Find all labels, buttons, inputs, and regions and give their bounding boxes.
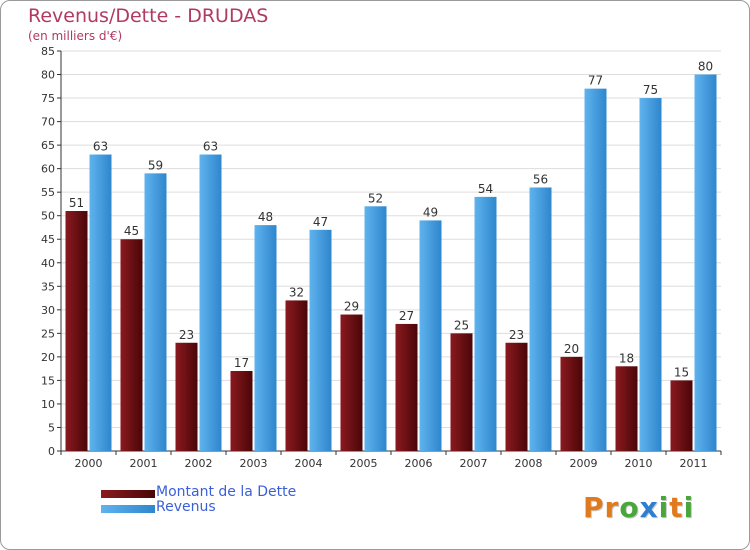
bars bbox=[65, 74, 717, 451]
x-tick-label: 2002 bbox=[185, 457, 213, 470]
data-label-revenus: 47 bbox=[313, 215, 328, 229]
data-label-revenus: 77 bbox=[588, 74, 603, 88]
y-tick-label: 5 bbox=[48, 421, 55, 434]
x-tick-label: 2011 bbox=[680, 457, 708, 470]
y-tick-label: 25 bbox=[41, 327, 55, 340]
y-tick-label: 50 bbox=[41, 210, 55, 223]
bar-dette bbox=[120, 239, 143, 451]
data-label-dette: 23 bbox=[179, 328, 194, 342]
bar-revenus bbox=[584, 88, 607, 451]
data-label-revenus: 56 bbox=[533, 172, 548, 186]
bar-dette bbox=[615, 366, 638, 451]
data-labels: 51 63 45 59 23 63 17 48 32 47 29 52 27 49 25 54 23 56 20 77… bbox=[69, 60, 713, 380]
bar-dette bbox=[340, 314, 363, 451]
bar-dette bbox=[65, 211, 88, 451]
y-tick-label: 45 bbox=[41, 233, 55, 246]
data-label-revenus: 48 bbox=[258, 210, 273, 224]
data-label-dette: 45 bbox=[124, 224, 139, 238]
logo-letter: i bbox=[683, 491, 695, 524]
bar-revenus bbox=[364, 206, 387, 451]
x-tick-label: 2010 bbox=[625, 457, 653, 470]
logo-letter: t bbox=[669, 491, 684, 524]
proxiti-logo: Proxiti bbox=[583, 491, 694, 524]
y-tick-label: 40 bbox=[41, 257, 55, 270]
y-tick-label: 60 bbox=[41, 163, 55, 176]
axes: 0 5 10 15 20 25 30 35 40 45 50 55 60 65 70 75 80 85 2000 20… bbox=[41, 45, 722, 470]
data-label-dette: 51 bbox=[69, 196, 84, 210]
x-tick-label: 2007 bbox=[460, 457, 488, 470]
logo-letter: P bbox=[583, 491, 605, 524]
y-tick-label: 85 bbox=[41, 45, 55, 58]
data-label-revenus: 54 bbox=[478, 182, 493, 196]
y-tick-label: 10 bbox=[41, 398, 55, 411]
x-tick-label: 2005 bbox=[350, 457, 378, 470]
bar-revenus bbox=[474, 196, 497, 451]
y-tick-label: 70 bbox=[41, 116, 55, 129]
chart-subtitle: (en milliers d'€) bbox=[28, 29, 123, 43]
bar-revenus bbox=[419, 220, 442, 451]
data-label-dette: 23 bbox=[509, 328, 524, 342]
bar-revenus bbox=[144, 173, 167, 451]
bar-dette bbox=[450, 333, 473, 451]
bar-revenus bbox=[89, 154, 112, 451]
y-tick-label: 0 bbox=[48, 445, 55, 458]
data-label-revenus: 63 bbox=[93, 140, 108, 154]
bar-revenus bbox=[529, 187, 552, 451]
y-tick-label: 30 bbox=[41, 304, 55, 317]
grid-lines bbox=[61, 50, 721, 452]
x-tick-label: 2008 bbox=[515, 457, 543, 470]
data-label-dette: 18 bbox=[619, 351, 634, 365]
logo-letter: i bbox=[658, 491, 670, 524]
bar-revenus bbox=[254, 225, 277, 451]
legend-swatch-dette bbox=[101, 490, 155, 498]
data-label-revenus: 80 bbox=[698, 60, 713, 74]
x-tick-label: 2000 bbox=[75, 457, 103, 470]
logo-letter: r bbox=[604, 491, 620, 524]
bar-dette bbox=[505, 342, 528, 451]
legend-label-dette: Montant de la Dette bbox=[156, 484, 297, 500]
logo-letter: o bbox=[619, 491, 640, 524]
bar-dette bbox=[560, 356, 583, 451]
x-tick-label: 2006 bbox=[405, 457, 433, 470]
y-tick-label: 65 bbox=[41, 139, 55, 152]
data-label-revenus: 49 bbox=[423, 205, 438, 219]
x-tick-label: 2004 bbox=[295, 457, 323, 470]
bar-dette bbox=[175, 342, 198, 451]
data-label-revenus: 52 bbox=[368, 191, 383, 205]
bar-revenus bbox=[199, 154, 222, 451]
data-label-dette: 25 bbox=[454, 318, 469, 332]
bar-revenus bbox=[309, 229, 332, 451]
data-label-revenus: 75 bbox=[643, 83, 658, 97]
x-tick-label: 2001 bbox=[130, 457, 158, 470]
y-tick-label: 55 bbox=[41, 186, 55, 199]
y-tick-label: 15 bbox=[41, 374, 55, 387]
logo-letter: x bbox=[639, 491, 659, 524]
x-tick-label: 2009 bbox=[570, 457, 598, 470]
bar-dette bbox=[230, 371, 253, 451]
bar-dette bbox=[285, 300, 308, 451]
data-label-dette: 15 bbox=[674, 365, 689, 379]
y-tick-label: 80 bbox=[41, 69, 55, 82]
bar-revenus bbox=[639, 98, 662, 451]
legend-label-revenus: Revenus bbox=[156, 499, 216, 515]
chart-title: Revenus/Dette - DRUDAS bbox=[28, 5, 269, 27]
y-tick-label: 35 bbox=[41, 280, 55, 293]
data-label-dette: 27 bbox=[399, 309, 414, 323]
y-tick-label: 20 bbox=[41, 351, 55, 364]
data-label-dette: 17 bbox=[234, 356, 249, 370]
bar-dette bbox=[670, 380, 693, 451]
legend-swatch-revenus bbox=[101, 505, 155, 513]
x-tick-label: 2003 bbox=[240, 457, 268, 470]
data-label-revenus: 59 bbox=[148, 158, 163, 172]
data-label-dette: 32 bbox=[289, 285, 304, 299]
bar-dette bbox=[395, 323, 418, 451]
data-label-revenus: 63 bbox=[203, 140, 218, 154]
data-label-dette: 20 bbox=[564, 342, 579, 356]
data-label-dette: 29 bbox=[344, 300, 359, 314]
bar-revenus bbox=[694, 74, 717, 451]
y-tick-label: 75 bbox=[41, 92, 55, 105]
